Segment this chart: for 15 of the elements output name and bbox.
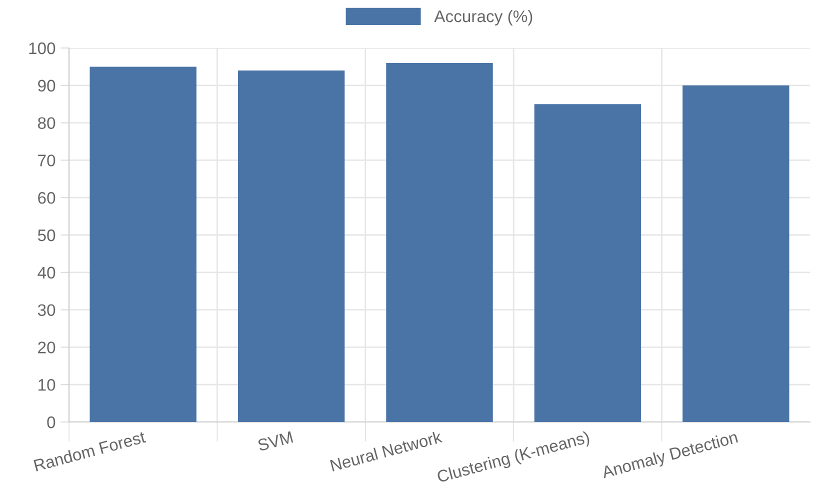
y-tick-label: 30 [38,304,56,316]
y-tick-label: 100 [29,42,56,54]
y-tick-label: 60 [38,192,56,204]
x-tick-label: SVM [257,431,294,452]
y-tick-label: 0 [47,416,56,428]
y-tick-label: 40 [38,266,56,279]
y-tick-label: 80 [38,117,56,130]
y-tick-label: 50 [38,229,56,242]
y-tick-label: 20 [38,342,56,354]
y-tick-label: 70 [38,154,56,166]
x-tick-label: Random Forest [33,430,146,472]
x-tick-label: Anomaly Detection [600,430,739,482]
y-tick-label: 10 [38,379,56,391]
legend-label: Accuracy (%) [434,10,532,26]
y-tick-label: 90 [38,80,56,92]
